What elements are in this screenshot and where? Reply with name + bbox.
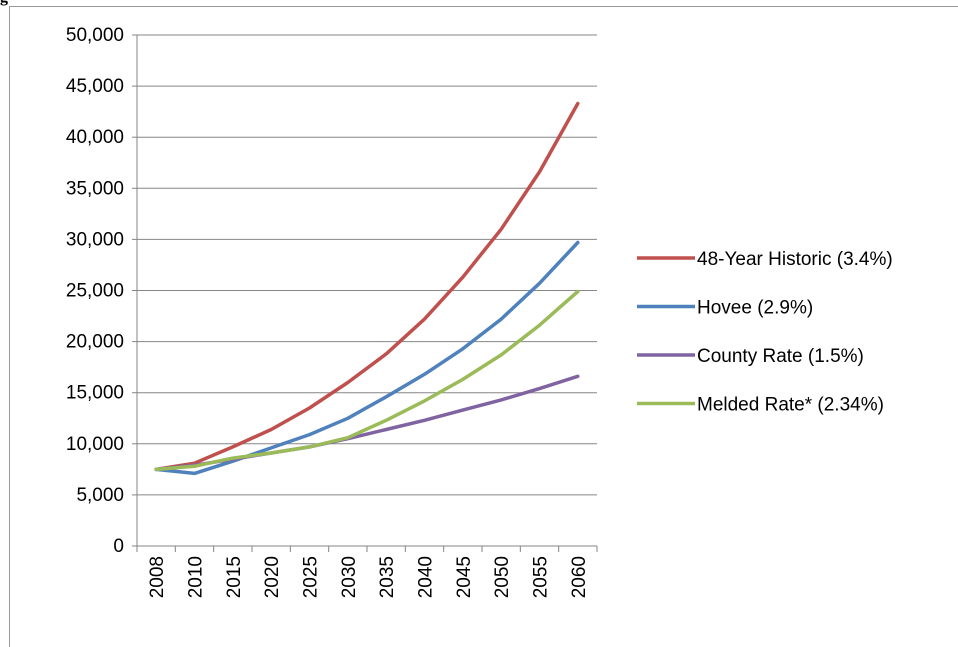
x-tick-label: 2040 bbox=[416, 556, 437, 598]
legend-label: 48-Year Historic (3.4%) bbox=[697, 249, 893, 270]
y-tick-label: 10,000 bbox=[66, 434, 124, 455]
series-line-2 bbox=[154, 240, 580, 476]
series-line-1 bbox=[154, 101, 580, 472]
legend-label: Melded Rate* (2.34%) bbox=[697, 395, 884, 416]
x-tick-label: 2035 bbox=[377, 556, 398, 598]
y-tick-label: 0 bbox=[113, 536, 124, 557]
legend-label: County Rate (1.5%) bbox=[697, 346, 864, 367]
y-tick-label: 20,000 bbox=[66, 332, 124, 353]
y-tick-label: 5,000 bbox=[76, 485, 124, 506]
x-tick-label: 2010 bbox=[186, 556, 207, 598]
frame-top-border bbox=[9, 6, 958, 7]
frame-left-border bbox=[9, 6, 10, 647]
x-tick-label: 2050 bbox=[492, 556, 513, 598]
x-tick-label: 2060 bbox=[569, 556, 590, 598]
x-tick-label: 2015 bbox=[224, 556, 245, 598]
x-tick-labels: 2008 2010 2015 2020 2025 2030 2035 2040 2045 2050… bbox=[147, 556, 590, 598]
series-line-3 bbox=[154, 374, 580, 472]
y-tick-label: 35,000 bbox=[66, 178, 124, 199]
x-tick-label: 2025 bbox=[301, 556, 322, 598]
y-tick-label: 45,000 bbox=[66, 76, 124, 97]
x-tick-label: 2008 bbox=[147, 556, 168, 598]
y-tick-labels: 0 5,000 10,000 15,000 20,000 25,000 30,000 35,0… bbox=[66, 25, 124, 557]
series-lines bbox=[154, 101, 580, 476]
gridlines bbox=[137, 34, 597, 496]
y-tick-label: 25,000 bbox=[66, 281, 124, 302]
y-tick-label: 40,000 bbox=[66, 127, 124, 148]
series-line-4 bbox=[154, 289, 580, 472]
y-tick-label: 30,000 bbox=[66, 229, 124, 250]
x-tick-label: 2020 bbox=[262, 556, 283, 598]
axes bbox=[132, 34, 598, 552]
y-tick-label: 15,000 bbox=[66, 383, 124, 404]
legend: 48-Year Historic (3.4%) Hovee (2.9%) Count… bbox=[637, 249, 893, 416]
legend-label: Hovee (2.9%) bbox=[697, 298, 813, 319]
y-tick-label: 50,000 bbox=[66, 25, 124, 46]
x-tick-label: 2030 bbox=[339, 556, 360, 598]
page-label: g bbox=[0, 0, 8, 7]
x-tick-label: 2045 bbox=[454, 556, 475, 598]
x-tick-label: 2055 bbox=[531, 556, 552, 598]
